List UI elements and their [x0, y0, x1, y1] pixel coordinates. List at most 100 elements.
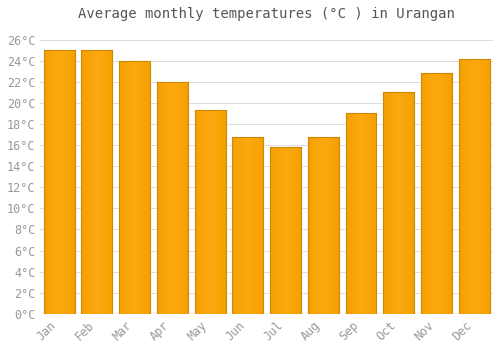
Bar	[59, 50, 60, 314]
Bar	[238, 136, 239, 314]
Bar	[103, 50, 104, 314]
Bar	[411, 92, 412, 314]
Bar	[214, 110, 215, 314]
Bar	[468, 58, 469, 314]
Bar	[236, 136, 237, 314]
Bar	[434, 74, 435, 314]
Bar	[275, 147, 276, 314]
Bar	[288, 147, 289, 314]
Bar	[88, 50, 89, 314]
Bar	[384, 92, 385, 314]
Bar	[95, 50, 96, 314]
Bar	[447, 74, 448, 314]
Bar	[401, 92, 402, 314]
Bar	[402, 92, 403, 314]
Bar	[86, 50, 87, 314]
Bar	[68, 50, 69, 314]
Title: Average monthly temperatures (°C ) in Urangan: Average monthly temperatures (°C ) in Ur…	[78, 7, 455, 21]
Bar	[371, 113, 372, 314]
Bar	[487, 58, 488, 314]
Bar	[315, 136, 316, 314]
Bar	[396, 92, 397, 314]
Bar	[273, 147, 274, 314]
Bar	[271, 147, 272, 314]
Bar	[133, 61, 134, 314]
Bar	[405, 92, 406, 314]
Bar	[97, 50, 98, 314]
Bar	[300, 147, 301, 314]
Bar	[347, 113, 348, 314]
Bar	[178, 82, 179, 314]
Bar	[337, 136, 338, 314]
Bar	[441, 74, 442, 314]
Bar	[474, 58, 475, 314]
Bar	[201, 110, 202, 314]
Bar	[276, 147, 277, 314]
Bar	[254, 136, 255, 314]
Bar	[392, 92, 393, 314]
Bar	[244, 136, 245, 314]
Bar	[223, 110, 224, 314]
Bar	[172, 82, 173, 314]
Bar	[389, 92, 390, 314]
Bar	[107, 50, 108, 314]
Bar	[65, 50, 66, 314]
Bar	[410, 92, 411, 314]
Bar	[90, 50, 91, 314]
Bar	[486, 58, 487, 314]
Bar	[200, 110, 201, 314]
Bar	[210, 110, 211, 314]
Bar	[174, 82, 175, 314]
Bar	[202, 110, 203, 314]
Bar	[356, 113, 357, 314]
Bar	[85, 50, 86, 314]
Bar	[207, 110, 208, 314]
Bar	[361, 113, 362, 314]
Bar	[173, 82, 174, 314]
Bar	[476, 58, 477, 314]
Bar	[477, 58, 478, 314]
Bar	[58, 50, 59, 314]
Bar	[67, 50, 68, 314]
Bar	[164, 82, 165, 314]
Bar	[232, 136, 233, 314]
Bar	[395, 92, 396, 314]
Bar	[145, 61, 146, 314]
Bar	[120, 61, 121, 314]
Bar	[212, 110, 213, 314]
Bar	[209, 110, 210, 314]
Bar	[144, 61, 145, 314]
Bar	[237, 136, 238, 314]
Bar	[45, 50, 46, 314]
Bar	[253, 136, 254, 314]
Bar	[160, 82, 161, 314]
Bar	[262, 136, 263, 314]
Bar	[186, 82, 187, 314]
Bar	[179, 82, 180, 314]
Bar	[326, 136, 327, 314]
Bar	[163, 82, 164, 314]
Bar	[94, 50, 95, 314]
Bar	[445, 74, 446, 314]
Bar	[44, 50, 45, 314]
Bar	[134, 61, 135, 314]
Bar	[431, 74, 432, 314]
Bar	[263, 136, 264, 314]
Bar	[295, 147, 296, 314]
Bar	[142, 61, 143, 314]
Bar	[294, 147, 295, 314]
Bar	[394, 92, 395, 314]
Bar	[332, 136, 333, 314]
Bar	[425, 74, 426, 314]
Bar	[437, 74, 438, 314]
Bar	[289, 147, 290, 314]
Bar	[481, 58, 482, 314]
Bar	[194, 110, 195, 314]
Bar	[446, 74, 447, 314]
Bar	[69, 50, 70, 314]
Bar	[119, 61, 120, 314]
Bar	[406, 92, 407, 314]
Bar	[458, 58, 459, 314]
Bar	[62, 50, 63, 314]
Bar	[357, 113, 358, 314]
